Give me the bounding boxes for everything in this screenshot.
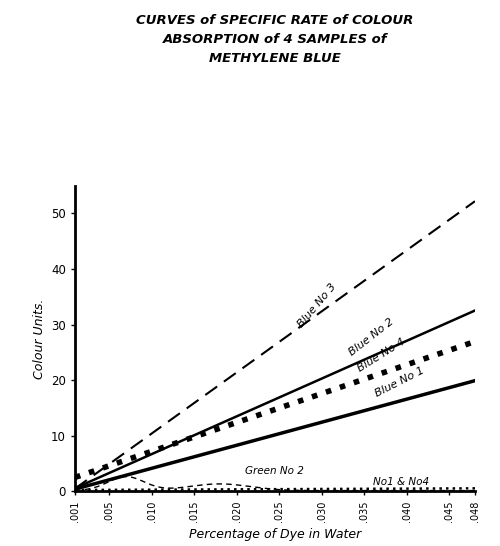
Text: METHYLENE BLUE: METHYLENE BLUE <box>209 52 341 65</box>
Y-axis label: Colour Units.: Colour Units. <box>32 298 46 379</box>
Text: Blue No 1: Blue No 1 <box>373 365 426 399</box>
Text: Blue No 4: Blue No 4 <box>356 337 407 374</box>
Text: CURVES of SPECIFIC RATE of COLOUR: CURVES of SPECIFIC RATE of COLOUR <box>136 14 413 27</box>
Text: Blue No 2: Blue No 2 <box>348 316 396 357</box>
Text: No1 & No4: No1 & No4 <box>373 477 429 487</box>
Text: Green No 2: Green No 2 <box>245 466 304 476</box>
Text: ABSORPTION of 4 SAMPLES of: ABSORPTION of 4 SAMPLES of <box>163 33 387 46</box>
X-axis label: Percentage of Dye in Water: Percentage of Dye in Water <box>189 527 361 541</box>
Text: Blue No 3: Blue No 3 <box>296 282 339 329</box>
